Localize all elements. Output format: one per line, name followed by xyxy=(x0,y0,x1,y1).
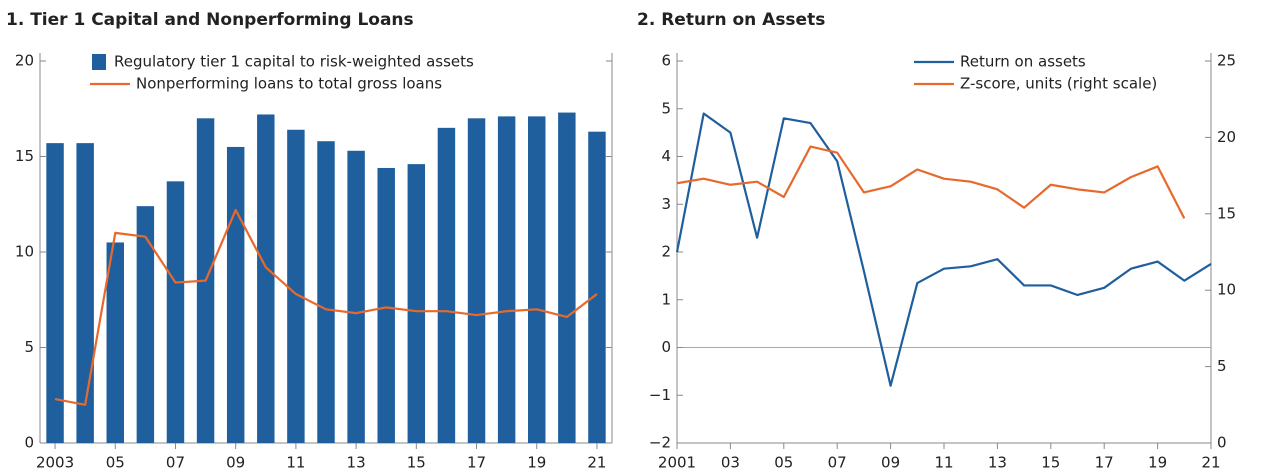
x-tick-label: 11 xyxy=(934,454,953,472)
x-tick-label: 09 xyxy=(881,454,900,472)
bar xyxy=(347,150,365,443)
x-tick-label: 2001 xyxy=(658,454,696,472)
bar xyxy=(136,206,155,443)
x-tick-label: 15 xyxy=(1041,454,1060,472)
x-tick-label: 13 xyxy=(347,454,366,472)
x-tick-label: 07 xyxy=(828,454,847,472)
legend-label: Regulatory tier 1 capital to risk-weight… xyxy=(114,53,474,71)
bar xyxy=(377,167,395,443)
bar xyxy=(226,146,245,443)
x-tick-label: 13 xyxy=(988,454,1007,472)
bar xyxy=(46,143,64,443)
x-tick-label: 03 xyxy=(721,454,740,472)
x-tick-label: 09 xyxy=(226,454,245,472)
y-tick-label: −2 xyxy=(649,434,671,452)
bar xyxy=(76,143,94,443)
y-tick-label: 5 xyxy=(661,99,671,117)
bar xyxy=(497,116,516,443)
x-tick-label: 17 xyxy=(1095,454,1114,472)
y2-tick-label: 15 xyxy=(1217,204,1236,222)
y-tick-label: 0 xyxy=(661,338,671,356)
x-tick-label: 19 xyxy=(1148,454,1167,472)
y-tick-label: 6 xyxy=(661,52,671,70)
y-tick-label: 1 xyxy=(661,290,671,308)
y2-tick-label: 25 xyxy=(1217,52,1236,70)
y-tick-label: 5 xyxy=(24,338,34,356)
bar xyxy=(287,129,305,443)
x-tick-label: 11 xyxy=(286,454,305,472)
y2-tick-label: 10 xyxy=(1217,281,1236,299)
line-series xyxy=(675,112,1212,387)
y-tick-label: 15 xyxy=(15,147,34,165)
legend-label: Z-score, units (right scale) xyxy=(960,75,1157,93)
x-tick-label: 07 xyxy=(166,454,185,472)
x-tick-label: 19 xyxy=(527,454,546,472)
chart-title: 1. Tier 1 Capital and Nonperforming Loan… xyxy=(6,10,414,30)
y-tick-label: −1 xyxy=(649,386,671,404)
bar xyxy=(166,181,185,443)
bar xyxy=(558,112,576,443)
y-tick-label: 20 xyxy=(15,52,34,70)
line-series xyxy=(54,208,598,406)
chart-title: 2. Return on Assets xyxy=(637,10,825,30)
y2-tick-label: 0 xyxy=(1217,434,1227,452)
y2-tick-label: 5 xyxy=(1217,357,1227,375)
bar xyxy=(437,127,456,443)
x-tick-label: 05 xyxy=(774,454,793,472)
x-tick-label: 17 xyxy=(467,454,486,472)
x-tick-label: 2003 xyxy=(36,454,74,472)
bar xyxy=(528,116,546,443)
y-tick-label: 10 xyxy=(15,243,34,261)
y-tick-label: 3 xyxy=(661,195,671,213)
bar xyxy=(257,114,275,443)
y-tick-label: 0 xyxy=(24,434,34,452)
legend-label: Nonperforming loans to total gross loans xyxy=(136,75,442,93)
legend-swatch xyxy=(92,54,106,70)
legend-label: Return on assets xyxy=(960,53,1086,71)
bar xyxy=(407,164,426,443)
bar xyxy=(106,242,124,443)
bar xyxy=(317,141,335,443)
y-tick-label: 2 xyxy=(661,243,671,261)
x-tick-label: 15 xyxy=(407,454,426,472)
bar xyxy=(467,118,486,444)
x-tick-label: 05 xyxy=(106,454,125,472)
bar xyxy=(588,131,606,444)
x-tick-label: 21 xyxy=(1201,454,1220,472)
y2-tick-label: 20 xyxy=(1217,128,1236,146)
x-tick-label: 21 xyxy=(587,454,606,472)
y-tick-label: 4 xyxy=(661,147,671,165)
line-series xyxy=(676,145,1186,219)
